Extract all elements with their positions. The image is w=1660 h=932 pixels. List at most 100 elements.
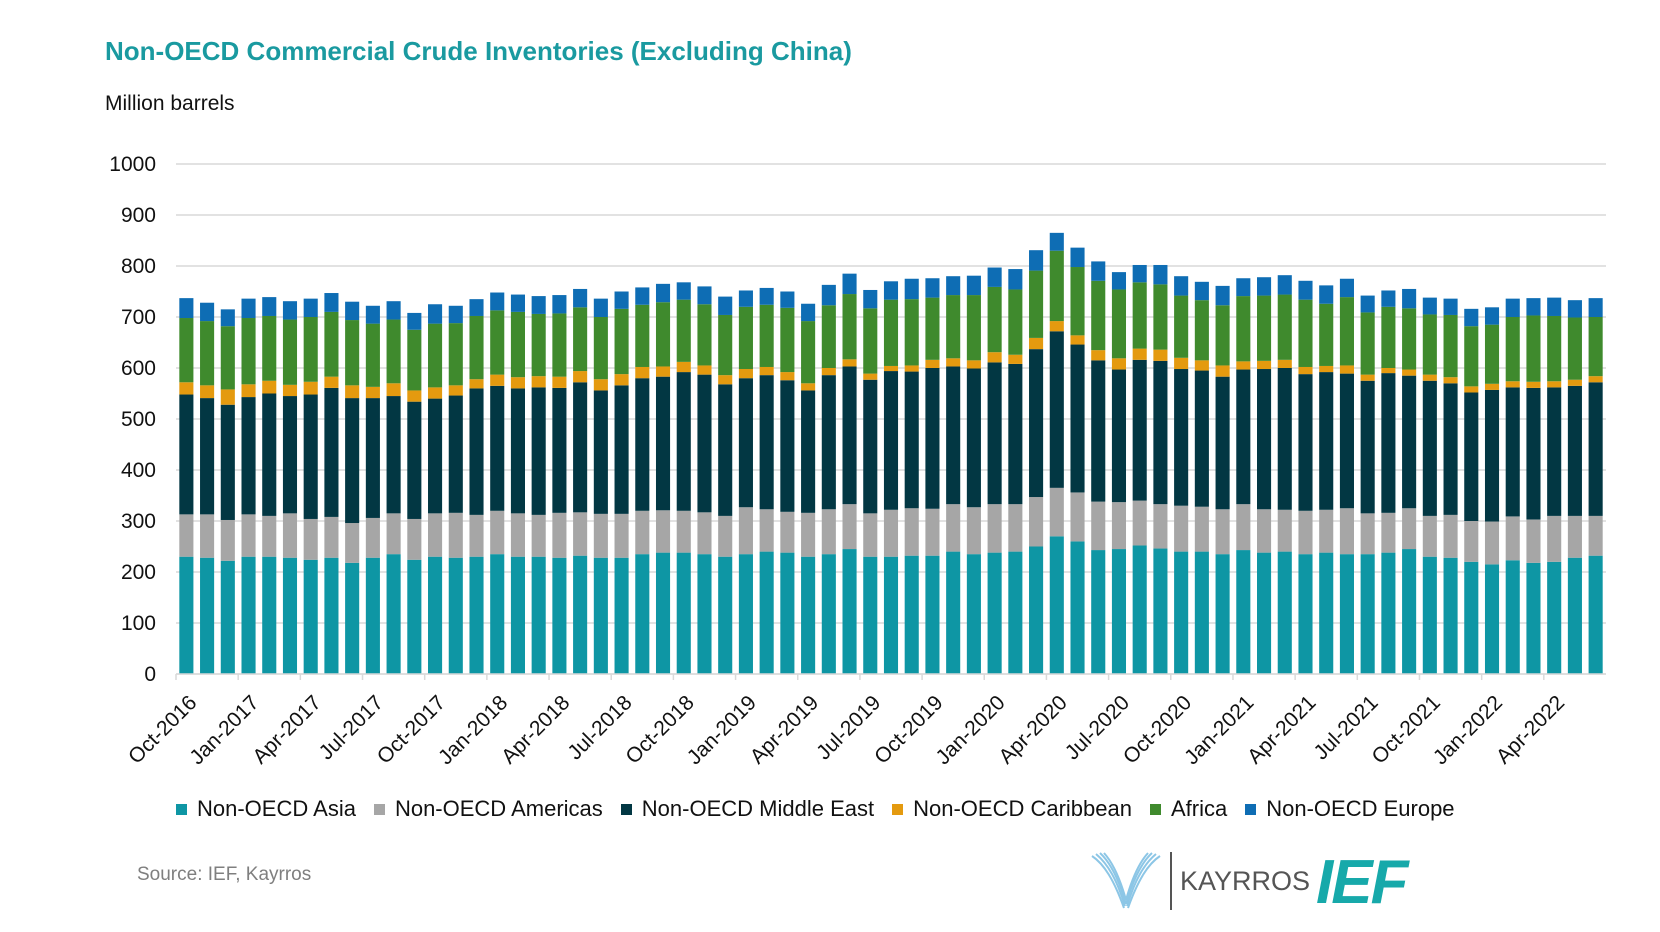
bar-segment-non-oecd-europe bbox=[200, 302, 215, 322]
bar-segment-non-oecd-middle-east bbox=[925, 368, 940, 509]
bar-segment-africa bbox=[801, 321, 816, 384]
bar-segment-non-oecd-europe bbox=[1588, 298, 1603, 317]
bar-segment-non-oecd-middle-east bbox=[635, 378, 650, 511]
legend-item: Non-OECD Europe bbox=[1245, 796, 1455, 822]
bar-segment-non-oecd-asia bbox=[1277, 551, 1292, 674]
bar-segment-non-oecd-middle-east bbox=[510, 388, 525, 514]
bar-segment-non-oecd-europe bbox=[1360, 295, 1375, 313]
bar-segment-non-oecd-americas bbox=[1277, 509, 1292, 552]
bar-stack bbox=[718, 296, 733, 674]
bar-segment-non-oecd-middle-east bbox=[303, 394, 318, 519]
bar-segment-africa bbox=[1588, 317, 1603, 377]
bar-segment-non-oecd-americas bbox=[1319, 509, 1334, 553]
bar-segment-africa bbox=[241, 318, 256, 385]
bar-segment-non-oecd-americas bbox=[1111, 502, 1127, 550]
bar-segment-non-oecd-middle-east bbox=[573, 382, 588, 513]
bar-segment-non-oecd-americas bbox=[1484, 521, 1500, 565]
bar-segment-non-oecd-middle-east bbox=[345, 398, 360, 524]
bar-stack bbox=[386, 301, 401, 674]
bar-segment-non-oecd-americas bbox=[1194, 506, 1209, 552]
bar-segment-non-oecd-caribbean bbox=[510, 377, 525, 389]
legend-label: Non-OECD Middle East bbox=[641, 796, 875, 821]
bar-segment-non-oecd-europe bbox=[718, 296, 733, 315]
bar-segment-non-oecd-middle-east bbox=[614, 385, 629, 514]
bar-segment-africa bbox=[614, 308, 629, 375]
bar-segment-non-oecd-americas bbox=[1567, 515, 1582, 558]
bar-segment-non-oecd-americas bbox=[1443, 514, 1458, 558]
bar-segment-non-oecd-asia bbox=[365, 557, 380, 674]
bar-segment-non-oecd-middle-east bbox=[1298, 374, 1313, 511]
bar-stack bbox=[1588, 298, 1603, 674]
bar-segment-non-oecd-middle-east bbox=[863, 379, 878, 514]
bar-segment-africa bbox=[1132, 282, 1147, 349]
bar-segment-non-oecd-europe bbox=[1029, 250, 1044, 271]
bar-segment-non-oecd-americas bbox=[883, 509, 899, 557]
bar-stacks bbox=[179, 232, 1603, 674]
bar-stack bbox=[1153, 264, 1168, 674]
x-tick-label: Jan-2021 bbox=[1180, 691, 1258, 769]
bar-stack bbox=[759, 287, 774, 674]
bar-stack bbox=[510, 294, 525, 674]
bar-segment-non-oecd-europe bbox=[262, 297, 277, 316]
bar-segment-non-oecd-europe bbox=[1402, 288, 1417, 309]
bar-segment-non-oecd-middle-east bbox=[469, 388, 484, 515]
x-tick-label: Jan-2017 bbox=[185, 691, 263, 769]
bar-segment-non-oecd-asia bbox=[1588, 555, 1603, 674]
bar-segment-non-oecd-americas bbox=[635, 510, 650, 555]
bar-segment-non-oecd-middle-east bbox=[1029, 349, 1044, 498]
bar-stack bbox=[241, 298, 256, 674]
bar-segment-non-oecd-europe bbox=[1484, 307, 1500, 325]
bar-segment-africa bbox=[1091, 280, 1106, 351]
bar-segment-non-oecd-caribbean bbox=[469, 379, 484, 389]
bar-segment-non-oecd-europe bbox=[1008, 269, 1023, 290]
bar-segment-non-oecd-europe bbox=[1526, 298, 1541, 316]
bar-segment-non-oecd-asia bbox=[614, 557, 629, 674]
bar-segment-africa bbox=[1567, 317, 1582, 380]
bar-stack bbox=[1505, 298, 1520, 674]
bar-segment-non-oecd-europe bbox=[345, 301, 360, 321]
bar-stack bbox=[282, 301, 298, 674]
bar-segment-non-oecd-europe bbox=[614, 291, 629, 309]
bar-segment-non-oecd-caribbean bbox=[1111, 358, 1127, 370]
bar-stack bbox=[780, 291, 795, 674]
bar-stack bbox=[925, 278, 940, 674]
bar-segment-africa bbox=[531, 313, 546, 377]
bar-segment-non-oecd-americas bbox=[303, 518, 318, 560]
bar-segment-non-oecd-middle-east bbox=[1381, 373, 1396, 513]
bar-stack bbox=[220, 309, 235, 674]
bar-segment-non-oecd-caribbean bbox=[490, 374, 505, 386]
bar-segment-non-oecd-europe bbox=[1091, 261, 1106, 281]
bar-stack bbox=[697, 286, 712, 674]
bar-segment-non-oecd-asia bbox=[925, 555, 940, 674]
bar-segment-non-oecd-asia bbox=[946, 551, 961, 674]
bar-stack bbox=[1443, 298, 1458, 674]
bar-segment-africa bbox=[966, 295, 981, 361]
bar-segment-non-oecd-asia bbox=[1008, 551, 1023, 674]
bar-segment-non-oecd-europe bbox=[946, 276, 961, 296]
bar-stack bbox=[1215, 285, 1230, 674]
bar-segment-non-oecd-caribbean bbox=[655, 366, 671, 377]
bar-segment-non-oecd-americas bbox=[179, 514, 194, 557]
y-tick-label: 0 bbox=[144, 663, 156, 686]
bar-segment-non-oecd-europe bbox=[1567, 300, 1582, 318]
y-tick-label: 800 bbox=[121, 255, 156, 278]
bar-segment-non-oecd-asia bbox=[1443, 557, 1458, 674]
y-tick-label: 1000 bbox=[109, 153, 156, 176]
x-axis: Oct-2016Jan-2017Apr-2017Jul-2017Oct-2017… bbox=[124, 673, 1606, 769]
bar-segment-africa bbox=[1298, 299, 1313, 367]
bar-segment-africa bbox=[759, 304, 774, 367]
bar-segment-non-oecd-caribbean bbox=[324, 376, 339, 388]
bar-stack bbox=[179, 298, 194, 674]
bar-segment-non-oecd-caribbean bbox=[179, 382, 194, 395]
bar-segment-africa bbox=[676, 299, 691, 362]
bar-segment-non-oecd-middle-east bbox=[1360, 380, 1375, 514]
bar-segment-non-oecd-middle-east bbox=[1443, 383, 1458, 515]
bar-segment-africa bbox=[946, 295, 961, 359]
bar-segment-non-oecd-americas bbox=[1381, 512, 1396, 553]
bar-segment-non-oecd-caribbean bbox=[1008, 354, 1023, 364]
bar-segment-africa bbox=[1174, 295, 1189, 358]
bar-segment-africa bbox=[635, 304, 650, 367]
bar-segment-non-oecd-europe bbox=[1236, 278, 1251, 297]
bar-segment-non-oecd-caribbean bbox=[842, 359, 857, 367]
x-tick-label: Apr-2022 bbox=[1492, 691, 1569, 768]
